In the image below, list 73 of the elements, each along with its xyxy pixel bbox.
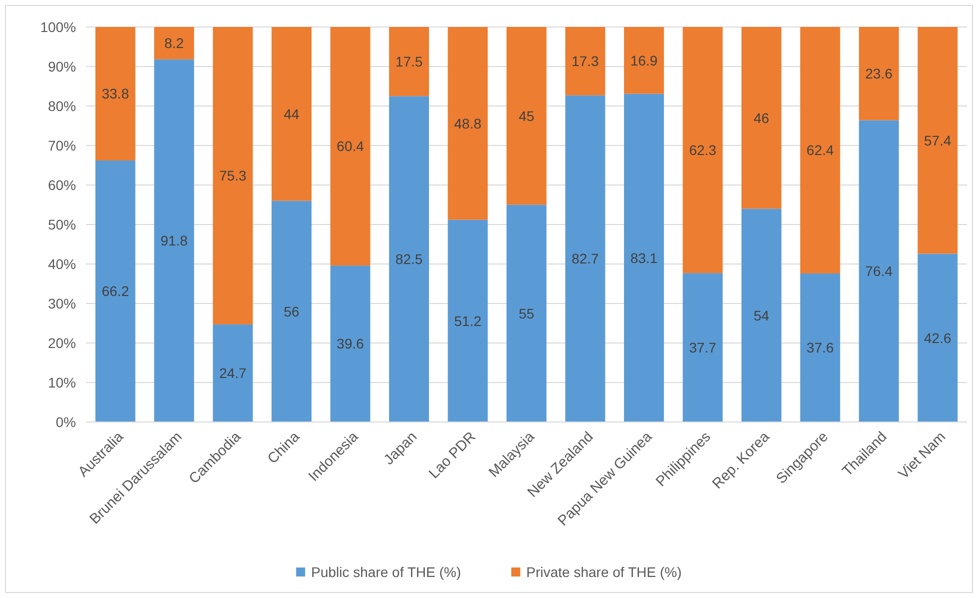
bar [800, 27, 840, 274]
legend-label: Private share of THE (%) [526, 564, 682, 580]
data-label: 83.1 [630, 250, 658, 266]
bar [858, 120, 899, 422]
data-label: 37.6 [806, 340, 834, 356]
bar [212, 27, 253, 324]
data-label: 33.8 [102, 86, 130, 102]
data-label: 66.2 [102, 283, 130, 300]
data-label: 8.2 [164, 35, 184, 52]
bar [918, 27, 958, 254]
bar [272, 27, 312, 201]
bar [682, 273, 723, 422]
bar [741, 27, 782, 209]
data-label: 51.2 [454, 312, 482, 329]
y-tick-label: 40% [48, 256, 76, 272]
data-label: 91.8 [160, 232, 188, 249]
y-tick-label: 100% [40, 18, 76, 35]
data-label: 57.4 [924, 132, 952, 148]
bar [212, 324, 253, 422]
data-label: 54 [754, 307, 770, 324]
data-label: 46 [754, 110, 770, 126]
bar [389, 27, 430, 96]
data-label: 16.9 [630, 52, 658, 68]
bar [506, 27, 546, 205]
bar [330, 266, 370, 422]
y-tick-label: 0% [56, 414, 76, 430]
y-tick-label: 10% [48, 374, 76, 390]
data-label: 37.7 [689, 339, 717, 356]
y-tick-label: 60% [48, 176, 76, 193]
y-tick-label: 30% [48, 295, 76, 312]
y-tick-label: 80% [48, 98, 76, 114]
data-label: 23.6 [865, 66, 893, 82]
bar [95, 160, 136, 422]
y-tick-label: 20% [48, 334, 76, 351]
data-label: 62.4 [806, 142, 834, 158]
data-label: 24.7 [219, 365, 247, 382]
bar [565, 27, 606, 96]
data-label: 62.3 [689, 142, 717, 158]
bar [624, 27, 664, 94]
bar [272, 200, 312, 422]
bar [800, 273, 840, 422]
data-label: 17.3 [572, 53, 600, 70]
legend-label: Public share of THE (%) [311, 564, 462, 580]
bar [741, 208, 782, 422]
data-label: 75.3 [219, 168, 247, 184]
data-label: 42.6 [924, 330, 952, 346]
data-label: 56 [284, 303, 300, 320]
bar [448, 27, 488, 220]
bar [918, 254, 958, 422]
y-tick-label: 50% [48, 216, 76, 232]
data-label: 55 [518, 305, 534, 322]
bar [624, 94, 664, 422]
bar [506, 204, 546, 422]
data-label: 44 [284, 106, 300, 122]
bar [858, 27, 899, 120]
data-label: 45 [518, 108, 534, 124]
bar [565, 95, 606, 422]
data-label: 76.4 [865, 263, 893, 280]
bar [682, 27, 723, 274]
data-label: 39.6 [336, 336, 364, 352]
bar [330, 27, 370, 266]
bar [448, 220, 488, 422]
data-label: 60.4 [336, 138, 364, 154]
bar [154, 59, 194, 422]
bar [95, 27, 136, 161]
bar [154, 27, 194, 60]
bar [389, 96, 430, 422]
data-label: 48.8 [454, 115, 482, 132]
y-tick-label: 70% [48, 137, 76, 154]
data-label: 82.7 [572, 250, 600, 267]
y-tick-label: 90% [48, 58, 76, 74]
data-label: 17.5 [395, 53, 423, 70]
data-label: 82.5 [395, 250, 423, 267]
